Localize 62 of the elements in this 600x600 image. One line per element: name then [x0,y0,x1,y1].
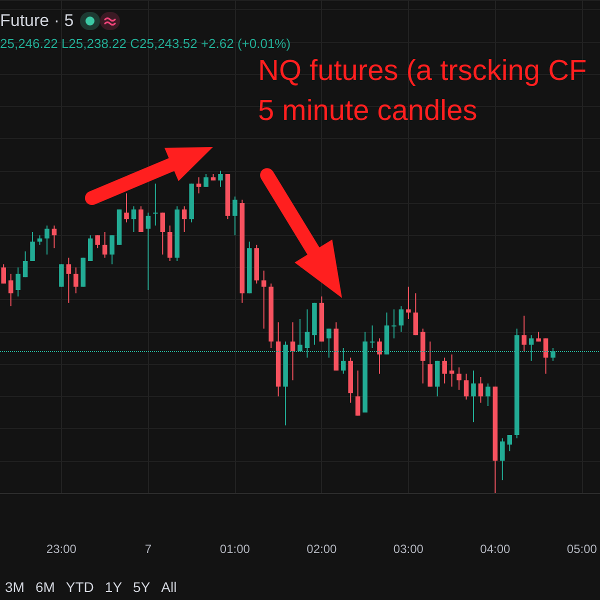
candlestick [124,192,129,223]
candlestick [110,234,114,265]
candlestick [428,341,433,388]
candlestick [16,266,20,297]
candlestick [507,434,512,452]
candlestick [218,170,223,188]
candlestick [442,357,447,384]
text: 6M [35,579,55,595]
text: All [161,579,177,595]
candlestick [522,315,526,352]
x-tick-label: 01:00 [220,542,250,556]
candlestick [232,196,238,236]
candlestick [74,266,78,294]
candlestick [500,438,505,481]
chart-subtitle: 25,246.22 L25,238.22 C25,243.52 +2.62 (+0.01%) [0,36,291,51]
candlestick [131,206,136,232]
candlestick [146,212,151,290]
candlestick [196,176,202,194]
candlestick [204,174,208,188]
text: NQ futures (a trscking CF [258,54,587,89]
candlestick [464,373,469,400]
candlestick [22,250,28,278]
candlestick [478,376,484,404]
text: 3M [5,579,24,595]
text: 5Y [133,579,150,595]
candlestick [413,292,418,336]
candlestick [471,370,476,423]
candlestick [30,232,35,262]
candlestick [290,322,296,381]
candlestick [543,338,548,374]
candlestick [160,212,166,256]
candlestick [182,206,187,232]
text: 1Y [104,579,122,595]
candlestick [1,264,6,284]
candlestick [59,264,64,288]
candlestick [261,270,266,330]
x-tick-label: 05:00 [566,542,598,556]
candlestick [8,273,14,307]
candlestick [406,286,411,320]
candlestick [153,183,158,226]
candlestick [456,366,462,390]
text: YTD [66,579,94,595]
candlestick [377,338,382,374]
candlestick [95,234,100,249]
x-tick-label: 04:00 [480,542,511,556]
candlestick [370,324,375,348]
x-tick-label: 7 [144,542,152,556]
candlestick [102,232,108,258]
candlestick [449,354,454,388]
candlestick [486,382,490,406]
candlestick [88,234,93,262]
candlestick [355,370,360,416]
candlestick [66,257,72,304]
x-tick-label: 03:00 [393,542,424,556]
candlestick [398,306,404,332]
text: 5 minute candles [258,94,478,129]
chart-title: Future · 5 [0,11,74,31]
candlestick [392,308,396,339]
x-tick-label: 02:00 [306,542,338,556]
candlestick [44,225,50,256]
x-tick-label: 23:00 [46,542,77,556]
candlestick [138,206,144,232]
